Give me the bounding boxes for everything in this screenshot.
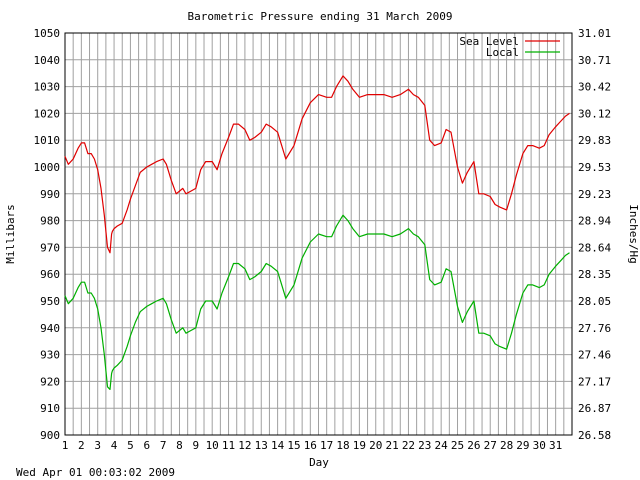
x-tick-label: 1 (62, 439, 69, 452)
y2-tick-label: 29.53 (578, 161, 611, 174)
x-tick-label: 17 (320, 439, 333, 452)
y2-tick-label: 28.35 (578, 268, 611, 281)
x-tick-label: 16 (304, 439, 317, 452)
x-tick-label: 28 (500, 439, 513, 452)
x-tick-label: 7 (160, 439, 167, 452)
x-tick-label: 14 (271, 439, 285, 452)
y2-tick-label: 31.01 (578, 27, 611, 40)
y2-tick-label: 30.71 (578, 54, 611, 67)
x-tick-label: 12 (238, 439, 251, 452)
x-tick-label: 19 (353, 439, 366, 452)
x-tick-label: 31 (549, 439, 562, 452)
y2-tick-label: 27.46 (578, 349, 611, 362)
y-tick-label: 930 (40, 349, 60, 362)
chart-title: Barometric Pressure ending 31 March 2009 (188, 10, 453, 23)
x-tick-label: 3 (94, 439, 101, 452)
x-tick-label: 11 (222, 439, 235, 452)
y2-tick-label: 26.87 (578, 402, 611, 415)
x-tick-label: 10 (206, 439, 219, 452)
y-tick-label: 900 (40, 429, 60, 442)
x-tick-label: 24 (435, 439, 449, 452)
y-tick-label: 950 (40, 295, 60, 308)
x-tick-label: 8 (176, 439, 183, 452)
y-axis-label: Millibars (4, 204, 17, 264)
y2-tick-label: 28.64 (578, 241, 611, 254)
x-tick-label: 29 (516, 439, 529, 452)
y-tick-label: 940 (40, 322, 60, 335)
y2-tick-label: 29.23 (578, 188, 611, 201)
y2-tick-label: 29.83 (578, 134, 611, 147)
y2-axis-label: Inches/Hg (627, 204, 640, 264)
x-tick-label: 13 (255, 439, 268, 452)
y2-tick-label: 28.05 (578, 295, 611, 308)
x-tick-label: 4 (111, 439, 118, 452)
x-tick-label: 27 (484, 439, 497, 452)
x-tick-label: 30 (533, 439, 546, 452)
y-axis-ticks: 900 910 920 930 940 950 960 970 980 990 1000 1010 10… (34, 27, 61, 442)
y2-tick-label: 30.42 (578, 81, 611, 94)
x-tick-label: 15 (287, 439, 300, 452)
x-tick-label: 25 (451, 439, 464, 452)
x-tick-label: 26 (467, 439, 480, 452)
series-line-sea-level (64, 75, 570, 254)
legend-label: Local (486, 46, 519, 59)
y-tick-label: 910 (40, 402, 60, 415)
y-tick-label: 1020 (34, 107, 61, 120)
x-tick-label: 2 (78, 439, 85, 452)
y-tick-label: 970 (40, 241, 60, 254)
y-tick-label: 960 (40, 268, 60, 281)
x-tick-label: 9 (193, 439, 200, 452)
x-tick-label: 23 (418, 439, 431, 452)
y-tick-label: 920 (40, 375, 60, 388)
x-axis-ticks: 1 2 3 4 5 6 7 8 9 10 11 12 13 14 15 16 17 18 19 20 21 22 23 24 2… (62, 439, 563, 452)
y-tick-label: 990 (40, 188, 60, 201)
y-tick-label: 1040 (34, 54, 61, 67)
x-axis-label: Day (309, 456, 329, 469)
y2-tick-label: 28.94 (578, 215, 611, 228)
y-tick-label: 980 (40, 215, 60, 228)
y2-tick-label: 27.17 (578, 375, 611, 388)
x-tick-label: 22 (402, 439, 415, 452)
y2-tick-label: 27.76 (578, 322, 611, 335)
x-tick-label: 21 (385, 439, 398, 452)
y2-axis-ticks: 26.58 26.87 27.17 27.46 27.76 28.05 28.35 28.64… (578, 27, 611, 442)
y-tick-label: 1000 (34, 161, 61, 174)
x-tick-label: 18 (336, 439, 349, 452)
y2-tick-label: 30.12 (578, 107, 611, 120)
x-tick-label: 5 (127, 439, 134, 452)
plot-frame (64, 32, 573, 436)
y-tick-label: 1010 (34, 134, 61, 147)
x-tick-label: 6 (143, 439, 150, 452)
x-tick-label: 20 (369, 439, 382, 452)
timestamp-footer: Wed Apr 01 00:03:02 2009 (16, 466, 175, 479)
y-tick-label: 1050 (34, 27, 61, 40)
series-lines (64, 75, 570, 390)
legend-label: Sea Level (459, 35, 519, 48)
series-line-local (64, 214, 570, 390)
y-tick-label: 1030 (34, 81, 61, 94)
y2-tick-label: 26.58 (578, 429, 611, 442)
